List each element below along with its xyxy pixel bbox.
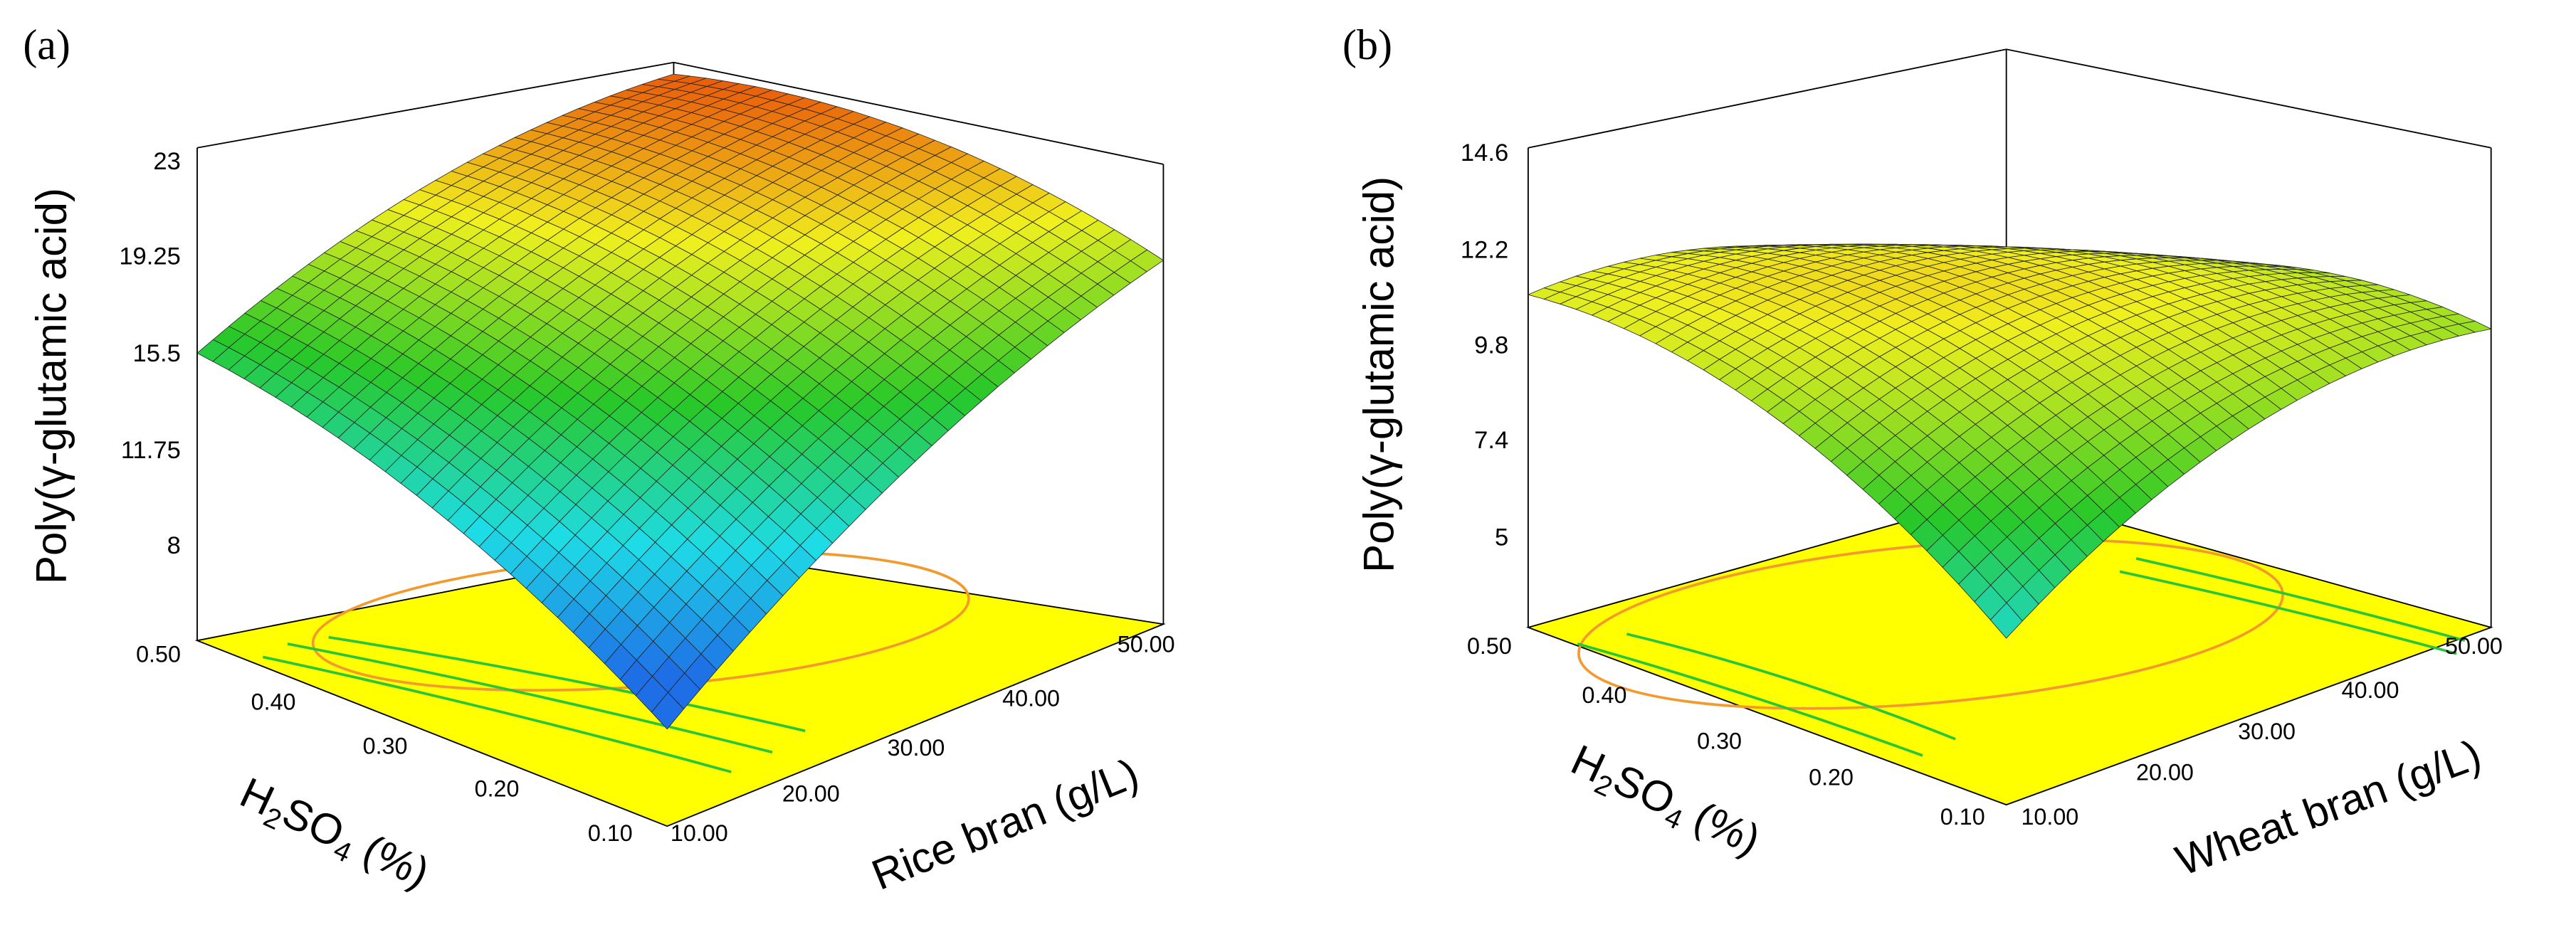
panel-b-x-tick: 0.20 bbox=[1809, 764, 1854, 790]
panel-b-floor-plane bbox=[1525, 492, 2493, 806]
panel-a-z-axis-title: Poly(γ-glutamic acid) bbox=[27, 188, 75, 584]
panel-a-x-axis-title: H2SO4 (%) bbox=[231, 768, 436, 901]
panel-b-y-tick: 20.00 bbox=[2136, 760, 2194, 785]
panel-b-x-tick: 0.30 bbox=[1697, 729, 1742, 754]
panel-a-x-tick: 0.10 bbox=[588, 820, 633, 846]
panel-a-y-tick: 50.00 bbox=[1118, 631, 1175, 657]
panel-b-y-tick: 10.00 bbox=[2021, 804, 2078, 830]
panel-b-z-tick: 12.2 bbox=[1461, 236, 1508, 263]
panel-b-y-tick: 40.00 bbox=[2342, 677, 2399, 703]
panel-b-z-tick: 5 bbox=[1495, 524, 1508, 551]
panel-b-y-tick: 30.00 bbox=[2238, 719, 2296, 744]
panel-a-z-axis: 23 19.25 15.5 11.75 8 Poly(γ-glutamic ac… bbox=[27, 148, 181, 584]
panel-a-z-tick: 19.25 bbox=[119, 243, 181, 270]
panel-a-y-axis-title: Rice bran (g/L) bbox=[865, 749, 1145, 899]
panel-b-x-tick: 0.50 bbox=[1467, 633, 1512, 659]
panel-b-surface-plot: (b) 14.6 12.2 9.8 7.4 5 Poly(γ-glutamic … bbox=[1342, 21, 2503, 884]
panel-b-surface bbox=[1527, 243, 2492, 639]
panel-a-surface bbox=[196, 73, 1165, 730]
panel-a-label: (a) bbox=[23, 21, 70, 68]
surface-cell bbox=[196, 339, 230, 362]
panel-a-surface-plot: (a) 23 19.25 15.5 11.75 8 Poly(γ-glutami… bbox=[23, 21, 1175, 901]
panel-b-label: (b) bbox=[1342, 21, 1392, 68]
panel-a-x-tick: 0.30 bbox=[363, 734, 408, 759]
panel-a-x-tick: 0.50 bbox=[136, 641, 181, 667]
panel-b-x-tick: 0.40 bbox=[1582, 682, 1627, 708]
panel-a-z-tick: 15.5 bbox=[133, 340, 181, 367]
panel-b-z-axis-title: Poly(γ-glutamic acid) bbox=[1355, 176, 1403, 573]
panel-b-x-axis-title: H2SO4 (%) bbox=[1562, 736, 1767, 869]
panel-a-y-tick: 10.00 bbox=[671, 820, 728, 846]
panel-a-x-tick: 0.40 bbox=[251, 689, 296, 714]
panel-a-z-tick: 23 bbox=[153, 148, 181, 175]
panel-b-z-tick: 9.8 bbox=[1474, 332, 1508, 359]
panel-a-z-tick: 8 bbox=[167, 532, 181, 559]
panel-a-x-tick: 0.20 bbox=[475, 776, 520, 802]
surface-cell bbox=[1527, 287, 1561, 300]
panel-a-z-tick: 11.75 bbox=[121, 437, 181, 464]
panel-a-y-tick: 40.00 bbox=[1002, 686, 1060, 711]
panel-b-y-tick: 50.00 bbox=[2445, 633, 2503, 659]
panel-b-z-tick: 14.6 bbox=[1461, 139, 1508, 166]
panel-b-z-tick: 7.4 bbox=[1474, 427, 1508, 454]
panel-b-z-axis: 14.6 12.2 9.8 7.4 5 Poly(γ-glutamic acid… bbox=[1355, 139, 1509, 573]
panel-a-y-tick: 20.00 bbox=[782, 781, 840, 807]
panel-b-x-tick: 0.10 bbox=[1940, 804, 1985, 830]
panel-a-y-tick: 30.00 bbox=[888, 735, 945, 761]
panel-b-y-axis-title: Wheat bran (g/L) bbox=[2170, 730, 2487, 884]
